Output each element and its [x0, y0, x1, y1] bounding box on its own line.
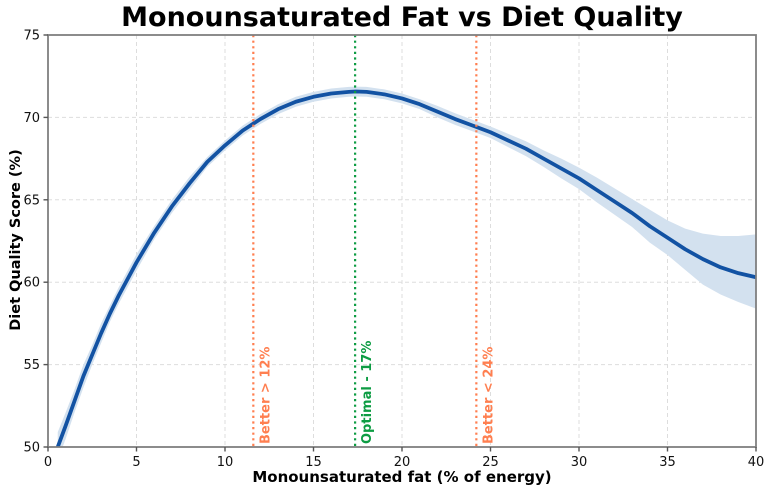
y-tick-label: 50: [23, 441, 40, 456]
y-tick-label: 60: [23, 276, 40, 291]
y-axis-label: Diet Quality Score (%): [8, 149, 24, 331]
x-tick-label: 25: [482, 455, 499, 470]
x-axis-label: Monounsaturated fat (% of energy): [252, 468, 552, 486]
x-tick-label: 40: [748, 455, 765, 470]
x-tick-label: 20: [394, 455, 411, 470]
x-tick-label: 35: [659, 455, 676, 470]
annotation-label: Better < 24%: [481, 347, 496, 444]
y-tick-label: 65: [23, 193, 40, 208]
x-tick-label: 0: [44, 455, 52, 470]
fit-line: [55, 89, 756, 447]
annotation-label: Better > 12%: [258, 347, 273, 444]
chart-title: Monounsaturated Fat vs Diet Quality: [121, 2, 683, 33]
x-tick-label: 5: [132, 455, 140, 470]
y-tick-label: 55: [23, 358, 40, 373]
x-tick-label: 30: [571, 455, 588, 470]
confidence-band: [57, 86, 756, 447]
x-tick-label: 15: [305, 455, 322, 470]
y-tick-label: 70: [23, 111, 40, 126]
x-tick-label: 10: [217, 455, 234, 470]
y-tick-label: 75: [23, 29, 40, 44]
annotation-label: Optimal - 17%: [360, 341, 375, 444]
